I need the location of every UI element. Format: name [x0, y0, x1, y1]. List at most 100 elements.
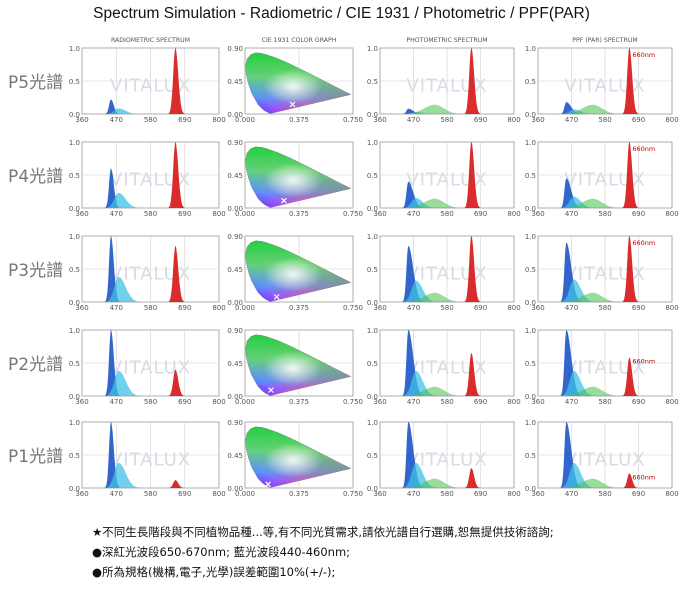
x-tick: 0.000: [235, 304, 255, 312]
y-tick: 0.5: [69, 452, 80, 460]
x-tick: 800: [665, 210, 678, 218]
x-tick: 470: [407, 304, 420, 312]
x-tick: 0.375: [289, 116, 309, 124]
x-tick: 0.375: [289, 210, 309, 218]
note-1: ★不同生長階段與不同植物品種...等,有不同光質需求,請依光譜自行選購,恕無提供…: [92, 525, 554, 539]
red-peak: [622, 236, 639, 302]
x-tick: 800: [507, 116, 520, 124]
x-tick: 580: [440, 210, 453, 218]
watermark-text: VITALUX: [564, 170, 645, 191]
blue-peak: [105, 99, 120, 114]
y-tick: 0.0: [69, 393, 80, 401]
blue-peak: [560, 422, 582, 488]
green-band: [400, 104, 465, 114]
watermark-text: VITALUX: [110, 450, 191, 471]
x-tick: 360: [531, 116, 544, 124]
x-tick: 360: [75, 116, 88, 124]
y-tick: 0.45: [227, 266, 243, 274]
y-tick: 0.5: [69, 266, 80, 274]
cie-gamut-white: [245, 334, 351, 396]
y-tick: 0.90: [227, 139, 243, 147]
x-tick: 800: [212, 304, 225, 312]
red-peak: [622, 142, 639, 208]
watermark-text: VITALUX: [564, 358, 645, 379]
notes: ★不同生長階段與不同植物品種...等,有不同光質需求,請依光譜自行選購,恕無提供…: [92, 522, 554, 582]
red-peak: [168, 369, 185, 396]
y-tick: 0.0: [69, 299, 80, 307]
y-tick: 0.5: [525, 78, 536, 86]
x-tick: 800: [212, 398, 225, 406]
cie-gamut-white: [245, 146, 351, 208]
x-tick: 800: [212, 490, 225, 498]
y-tick: 0.5: [525, 172, 536, 180]
cyan-shoulder: [104, 370, 141, 396]
x-tick: 0.375: [289, 304, 309, 312]
y-tick: 0.45: [227, 78, 243, 86]
blue-peak: [105, 330, 120, 396]
y-tick: 1.0: [525, 327, 536, 335]
y-tick: 0.0: [367, 205, 378, 213]
row-label: P3光譜: [8, 261, 63, 281]
x-tick: 470: [110, 304, 123, 312]
photometric-panel: VITALUX 0.0 0.5 1.0 360 470 580 690 800: [367, 139, 521, 218]
y-tick: 1.0: [367, 45, 378, 53]
cie-panel: 0.00 0.45 0.90 0.000 0.375 0.750: [227, 45, 363, 124]
x-tick: 360: [75, 398, 88, 406]
cyan-shoulder: [402, 198, 438, 208]
red-peak: [168, 480, 185, 488]
red-peak: [464, 236, 481, 302]
cie-locus-outline: [245, 426, 352, 488]
x-tick: 580: [440, 398, 453, 406]
x-tick: 690: [632, 398, 645, 406]
cyan-shoulder: [104, 193, 141, 208]
x-tick: 690: [178, 398, 191, 406]
y-tick: 1.0: [367, 327, 378, 335]
y-tick: 0.45: [227, 452, 243, 460]
x-tick: 800: [507, 210, 520, 218]
photometric-panel: VITALUX 0.0 0.5 1.0 360 470 580 690 800: [367, 233, 521, 312]
x-tick: 800: [665, 490, 678, 498]
y-tick: 0.90: [227, 233, 243, 241]
x-tick: 360: [531, 490, 544, 498]
x-tick: 690: [474, 210, 487, 218]
x-tick: 360: [373, 210, 386, 218]
watermark-text: VITALUX: [110, 358, 191, 379]
row-label: P2光譜: [8, 355, 63, 375]
y-tick: 1.0: [525, 419, 536, 427]
red-peak: [622, 48, 639, 114]
cie-panel: 0.00 0.45 0.90 0.000 0.375 0.750: [227, 139, 363, 218]
x-tick: 580: [598, 210, 611, 218]
x-tick: 470: [565, 490, 578, 498]
peak-annotation: 660nm: [632, 473, 655, 481]
y-tick: 0.00: [227, 393, 243, 401]
x-tick: 0.375: [289, 490, 309, 498]
watermark-text: VITALUX: [110, 76, 191, 97]
cie-point: [267, 387, 274, 394]
watermark-text: VITALUX: [406, 450, 487, 471]
blue-peak: [105, 168, 120, 208]
cie-panel: 0.00 0.45 0.90 0.000 0.375 0.750: [227, 419, 363, 498]
x-tick: 690: [178, 210, 191, 218]
watermark-text: VITALUX: [564, 450, 645, 471]
y-tick: 0.5: [69, 172, 80, 180]
x-tick: 470: [407, 490, 420, 498]
radiometric-panel: VITALUX 0.0 0.5 1.0 360 470 580 690 800: [69, 327, 226, 406]
x-tick: 0.750: [343, 210, 363, 218]
watermark-text: VITALUX: [110, 264, 191, 285]
y-tick: 1.0: [367, 419, 378, 427]
photometric-panel: VITALUX 0.0 0.5 1.0 360 470 580 690 800: [367, 327, 521, 406]
cyan-shoulder: [560, 196, 596, 208]
x-tick: 690: [474, 398, 487, 406]
y-tick: 0.00: [227, 205, 243, 213]
x-tick: 800: [665, 398, 678, 406]
blue-peak: [105, 236, 120, 302]
x-tick: 0.000: [235, 490, 255, 498]
x-tick: 580: [440, 304, 453, 312]
y-tick: 0.90: [227, 327, 243, 335]
cie-panel: 0.00 0.45 0.90 0.000 0.375 0.750: [227, 233, 363, 312]
cie-point: [273, 293, 280, 300]
y-tick: 0.90: [227, 45, 243, 53]
